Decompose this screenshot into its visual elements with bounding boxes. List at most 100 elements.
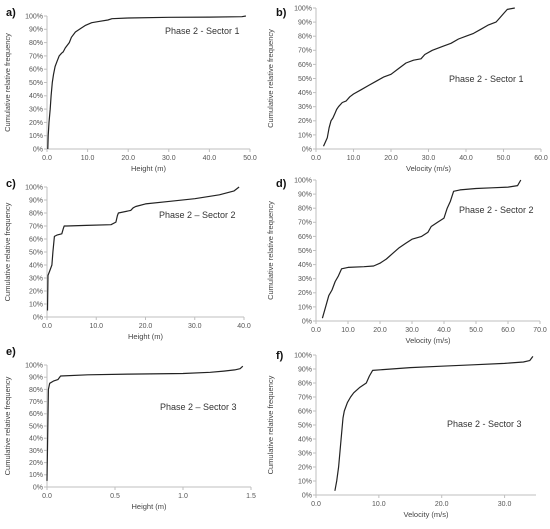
x-tick-label: 40.0 — [237, 323, 251, 330]
cumulative-frequency-line — [334, 356, 534, 491]
y-tick-label: 80% — [29, 40, 43, 47]
x-tick-label: 50.0 — [243, 155, 257, 162]
y-tick-label: 30% — [298, 276, 312, 283]
x-tick-label: 60.0 — [501, 327, 515, 334]
x-tick-label: 20.0 — [373, 327, 387, 334]
y-tick-label: 40% — [29, 436, 43, 443]
y-tick-label: 100% — [25, 13, 43, 20]
x-tick-label: 20.0 — [435, 501, 449, 508]
x-tick-label: 60.0 — [534, 155, 548, 162]
y-tick-label: 90% — [298, 366, 312, 373]
panel-label: b) — [276, 7, 287, 19]
y-axis-label: Cumulative relative frequency — [3, 33, 12, 132]
sector-annotation: Phase 2 - Sector 2 — [459, 205, 534, 215]
y-axis-label: Cumulative relative frequency — [266, 29, 275, 128]
y-tick-label: 0% — [33, 314, 43, 321]
x-tick-label: 50.0 — [497, 155, 511, 162]
y-tick-label: 50% — [29, 249, 43, 256]
y-tick-label: 60% — [298, 408, 312, 415]
sector-annotation: Phase 2 – Sector 2 — [159, 210, 236, 220]
chart-panel: 0% 10% 20% 30% 40% 50% 60% 70% 80% 90% 100% 0.0 10.0… — [266, 177, 547, 345]
chart-panel: 0% 10% 20% 30% 40% 50% 60% 70% 80% 90% 100% 0.0 10.0… — [3, 178, 251, 341]
y-tick-label: 10% — [298, 304, 312, 311]
sector-annotation: Phase 2 - Sector 3 — [447, 419, 522, 429]
panel-label: a) — [6, 7, 16, 19]
x-axis-label: Height (m) — [131, 164, 167, 173]
y-tick-label: 90% — [29, 27, 43, 34]
y-tick-label: 30% — [29, 275, 43, 282]
y-tick-label: 70% — [298, 48, 312, 55]
x-tick-label: 70.0 — [533, 327, 547, 334]
x-tick-label: 40.0 — [437, 327, 451, 334]
y-tick-label: 40% — [29, 262, 43, 269]
chart-panel: 0% 10% 20% 30% 40% 50% 60% 70% 80% 90% 100% 0.0 10.0… — [266, 5, 548, 173]
x-axis-label: Velocity (m/s) — [406, 164, 452, 173]
x-tick-label: 0.0 — [42, 155, 52, 162]
y-tick-label: 90% — [298, 20, 312, 27]
y-tick-label: 80% — [298, 34, 312, 41]
x-tick-label: 40.0 — [203, 155, 217, 162]
y-tick-label: 80% — [298, 380, 312, 387]
y-tick-label: 100% — [25, 184, 43, 191]
x-tick-label: 10.0 — [341, 327, 355, 334]
x-tick-label: 30.0 — [498, 501, 512, 508]
y-tick-label: 30% — [29, 107, 43, 114]
y-axis-label: Cumulative relative frequency — [3, 202, 12, 301]
y-axis-label: Cumulative relative frequency — [3, 376, 12, 475]
x-axis-label: Height (m) — [128, 332, 164, 341]
x-tick-label: 30.0 — [162, 155, 176, 162]
y-tick-label: 80% — [29, 387, 43, 394]
cumulative-frequency-line — [46, 365, 244, 481]
y-tick-label: 90% — [29, 197, 43, 204]
chart-panel: 0% 10% 20% 30% 40% 50% 60% 70% 80% 90% 100% 0.0 0.5 1… — [3, 346, 256, 511]
y-tick-label: 60% — [29, 411, 43, 418]
x-tick-label: 1.0 — [178, 493, 188, 500]
panel-label: e) — [6, 346, 16, 358]
cumulative-frequency-line — [47, 15, 247, 150]
x-tick-label: 30.0 — [405, 327, 419, 334]
y-axis-label: Cumulative relative frequency — [266, 375, 275, 474]
y-tick-label: 70% — [29, 53, 43, 60]
chart-panel: 0% 10% 20% 30% 40% 50% 60% 70% 80% 90% 100% 0.0 10.0… — [266, 350, 536, 519]
y-tick-label: 70% — [298, 394, 312, 401]
y-tick-label: 20% — [29, 120, 43, 127]
panel-label: c) — [6, 178, 16, 190]
y-tick-label: 60% — [29, 236, 43, 243]
cumulative-frequency-line — [322, 7, 515, 147]
y-tick-label: 50% — [29, 80, 43, 87]
x-tick-label: 30.0 — [422, 155, 436, 162]
x-tick-label: 30.0 — [188, 323, 202, 330]
y-tick-label: 0% — [33, 484, 43, 491]
x-tick-label: 20.0 — [139, 323, 153, 330]
sector-annotation: Phase 2 - Sector 1 — [449, 74, 524, 84]
y-tick-label: 10% — [29, 301, 43, 308]
y-tick-label: 20% — [29, 288, 43, 295]
x-tick-label: 0.5 — [110, 493, 120, 500]
y-tick-label: 20% — [29, 460, 43, 467]
y-axis-label: Cumulative relative frequency — [266, 201, 275, 300]
y-tick-label: 30% — [29, 448, 43, 455]
x-tick-label: 50.0 — [469, 327, 483, 334]
x-tick-label: 1.5 — [246, 493, 256, 500]
x-tick-label: 10.0 — [347, 155, 361, 162]
x-axis-label: Height (m) — [131, 502, 167, 511]
x-tick-label: 0.0 — [311, 501, 321, 508]
y-tick-label: 20% — [298, 290, 312, 297]
y-tick-label: 50% — [298, 422, 312, 429]
y-tick-label: 10% — [298, 478, 312, 485]
y-tick-label: 40% — [298, 436, 312, 443]
y-tick-label: 0% — [302, 146, 312, 153]
x-tick-label: 20.0 — [384, 155, 398, 162]
y-tick-label: 70% — [29, 399, 43, 406]
y-tick-label: 100% — [294, 352, 312, 359]
y-tick-label: 40% — [298, 262, 312, 269]
cumulative-frequency-line — [46, 186, 240, 311]
sector-annotation: Phase 2 - Sector 1 — [165, 26, 240, 36]
y-tick-label: 60% — [298, 62, 312, 69]
y-tick-label: 40% — [298, 90, 312, 97]
x-tick-label: 10.0 — [372, 501, 386, 508]
x-tick-label: 0.0 — [311, 155, 321, 162]
cumulative-frequency-line — [321, 179, 522, 319]
x-axis-label: Velocity (m/s) — [405, 336, 451, 345]
